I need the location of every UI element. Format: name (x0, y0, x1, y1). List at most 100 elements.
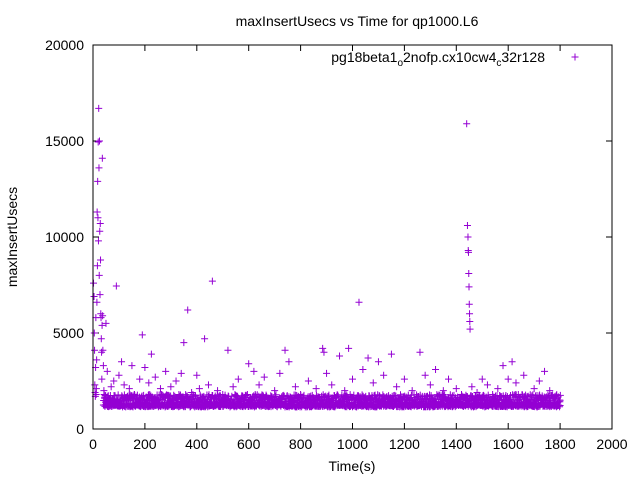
data-point (445, 375, 453, 383)
x-tick-label: 1600 (493, 436, 524, 452)
data-point (96, 220, 104, 228)
data-point (304, 377, 312, 385)
data-point (530, 385, 538, 393)
data-point (466, 310, 474, 318)
data-point (478, 375, 486, 383)
data-point (94, 237, 102, 245)
data-point (408, 387, 416, 395)
x-axis-title: Time(s) (329, 458, 376, 474)
data-point (319, 344, 327, 352)
data-point (102, 319, 110, 327)
x-tick-label: 2000 (596, 436, 627, 452)
data-point (201, 335, 209, 343)
x-tick-label: 1200 (389, 436, 420, 452)
x-tick-label: 400 (185, 436, 209, 452)
data-point (147, 350, 155, 358)
x-tick-label: 1000 (337, 436, 368, 452)
data-point (103, 367, 111, 375)
data-point (125, 385, 133, 393)
data-point (520, 371, 528, 379)
data-point (93, 298, 101, 306)
data-point (90, 293, 98, 301)
data-point (141, 364, 149, 372)
data-point (204, 381, 212, 389)
y-tick-label: 0 (76, 421, 84, 437)
data-point (504, 375, 512, 383)
data-point (541, 367, 549, 375)
data-point (463, 221, 471, 229)
data-point (421, 371, 429, 379)
data-point (464, 233, 472, 241)
data-point (95, 137, 103, 145)
data-point (323, 369, 331, 377)
data-point (97, 335, 105, 343)
data-point (193, 371, 201, 379)
data-point (499, 362, 507, 370)
data-point (101, 393, 109, 401)
data-point (393, 383, 401, 391)
data-point (112, 282, 120, 290)
data-point (312, 385, 320, 393)
data-point (276, 369, 284, 377)
legend-marker (571, 53, 579, 61)
data-point (234, 375, 242, 383)
x-tick-label: 600 (237, 436, 261, 452)
data-point (271, 392, 279, 400)
data-point (379, 391, 387, 399)
x-tick-label: 0 (89, 436, 97, 452)
data-point (556, 402, 564, 410)
data-point (167, 383, 175, 391)
data-point (255, 381, 263, 389)
data-point (271, 387, 279, 395)
data-point (432, 365, 440, 373)
data-point (426, 391, 434, 399)
data-point (355, 298, 363, 306)
data-point (387, 350, 395, 358)
data-point (92, 385, 100, 393)
data-point (114, 391, 122, 399)
data-point (138, 392, 146, 400)
data-point (242, 392, 250, 400)
data-point (95, 104, 103, 112)
data-point (466, 317, 474, 325)
data-point (177, 369, 185, 377)
data-point (94, 138, 102, 146)
data-point (245, 360, 253, 368)
data-point (416, 348, 424, 356)
chart-title: maxInsertUsecs vs Time for qp1000.L6 (236, 13, 479, 29)
data-point (144, 396, 152, 404)
data-point (341, 387, 349, 395)
data-point (208, 277, 216, 285)
data-point (272, 391, 280, 399)
data-point (128, 362, 136, 370)
data-point (336, 352, 344, 360)
data-point (300, 391, 308, 399)
data-point (468, 383, 476, 391)
data-point (95, 271, 103, 279)
data-point (345, 344, 353, 352)
data-point (129, 395, 137, 403)
data-point (96, 291, 104, 299)
data-point (156, 385, 164, 393)
data-point (328, 381, 336, 389)
data-point (364, 354, 372, 362)
data-point (93, 356, 101, 364)
data-point (465, 269, 473, 277)
data-point (111, 392, 119, 400)
data-point (243, 390, 251, 398)
data-point (463, 120, 471, 128)
data-point (97, 256, 105, 264)
data-point (260, 373, 268, 381)
data-point (285, 358, 293, 366)
data-point (464, 248, 472, 256)
x-tick-label: 1800 (545, 436, 576, 452)
data-point (380, 371, 388, 379)
data-point (195, 385, 203, 393)
data-points (90, 104, 564, 411)
data-point (250, 367, 258, 375)
data-point (291, 383, 299, 391)
y-tick-label: 5000 (53, 325, 84, 341)
data-point (556, 391, 564, 399)
data-point (180, 339, 188, 347)
